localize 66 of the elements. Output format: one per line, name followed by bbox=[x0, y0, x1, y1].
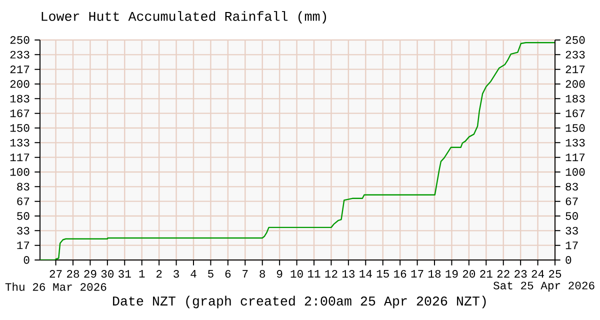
x-tick-label: 4 bbox=[190, 270, 196, 278]
y-tick-label: 200 bbox=[10, 80, 30, 88]
x-tick-label: 9 bbox=[276, 270, 282, 278]
x-tick-label: 20 bbox=[462, 270, 476, 278]
y-tick-label: 33 bbox=[17, 226, 30, 235]
y-tick-label: 183 bbox=[10, 94, 30, 103]
y-tick-label: 167 bbox=[10, 109, 30, 118]
x-tick-label: 24 bbox=[532, 270, 544, 278]
x-tick-label: 6 bbox=[225, 270, 231, 278]
text: Sat 25 Apr 2026 bbox=[493, 282, 594, 292]
y2-tick-label: 133 bbox=[566, 138, 585, 147]
y2-tick-label: 33 bbox=[566, 226, 578, 235]
x-tick-label: 18 bbox=[428, 270, 441, 278]
x-tick-label: 13 bbox=[342, 270, 355, 278]
y2-tick-label: 150 bbox=[566, 124, 585, 132]
x-tick-label: 8 bbox=[260, 270, 266, 278]
y-tick-label: 100 bbox=[10, 168, 30, 176]
x-tick-label: 16 bbox=[394, 270, 406, 278]
x-tick-label: 23 bbox=[514, 270, 527, 278]
x-tick-label: 28 bbox=[66, 270, 80, 278]
y-tick-label: 0 bbox=[24, 256, 30, 264]
y2-tick-label: 100 bbox=[566, 168, 585, 176]
y-tick-label: 67 bbox=[17, 197, 30, 206]
x-tick-label: 27 bbox=[50, 270, 62, 278]
y2-tick-label: 83 bbox=[566, 182, 578, 191]
chart-title: Lower Hutt Accumulated Rainfall (mm) bbox=[42, 11, 326, 24]
y2-tick-label: 167 bbox=[566, 109, 585, 118]
x-tick-label: 2 bbox=[156, 270, 162, 278]
y2-tick-label: 67 bbox=[566, 197, 578, 206]
x-tick-label: 30 bbox=[101, 270, 114, 278]
y2-tick-label: 200 bbox=[566, 80, 585, 88]
x-tick-label: 7 bbox=[242, 270, 248, 278]
y2-tick-label: 250 bbox=[566, 36, 585, 44]
x-tick-label: 12 bbox=[325, 270, 338, 278]
x-tick-label: 11 bbox=[308, 270, 320, 278]
y-tick-label: 117 bbox=[10, 154, 30, 162]
text: Thu 26 Mar 2026 bbox=[5, 282, 106, 291]
x-axis-title: Date NZT (graph created 2:00am 25 Apr 2026 NZT) bbox=[113, 296, 486, 308]
y2-tick-label: 17 bbox=[566, 242, 578, 250]
x-tick-label: 14 bbox=[360, 270, 372, 278]
x-tick-label: 29 bbox=[84, 270, 96, 278]
y2-tick-label: 50 bbox=[566, 212, 578, 220]
x-tick-label: 5 bbox=[208, 270, 214, 278]
y-tick-label: 83 bbox=[17, 182, 30, 191]
y2-tick-label: 183 bbox=[566, 94, 585, 103]
x-tick-label: 21 bbox=[480, 270, 492, 278]
x-tick-label: 10 bbox=[290, 270, 303, 278]
y2-tick-label: 117 bbox=[566, 154, 585, 162]
x-tick-label: 1 bbox=[139, 270, 145, 278]
x-tick-label: 31 bbox=[118, 270, 131, 278]
y-tick-label: 150 bbox=[10, 124, 30, 132]
y-tick-label: 217 bbox=[10, 66, 30, 74]
y-tick-label: 50 bbox=[17, 212, 30, 220]
x-tick-label: 17 bbox=[411, 270, 424, 278]
y2-tick-label: 0 bbox=[566, 256, 572, 264]
y-tick-label: 233 bbox=[10, 50, 30, 59]
x-tick-label: 3 bbox=[174, 270, 179, 278]
x-tick-label: 25 bbox=[548, 270, 562, 278]
y-tick-label: 250 bbox=[10, 36, 30, 44]
y2-tick-label: 217 bbox=[566, 66, 585, 74]
x-tick-label: 19 bbox=[446, 270, 458, 278]
y-tick-label: 17 bbox=[17, 242, 30, 250]
x-tick-label: 15 bbox=[376, 270, 389, 278]
x-tick-label: 22 bbox=[497, 270, 510, 278]
y-tick-label: 133 bbox=[10, 138, 30, 147]
y2-tick-label: 233 bbox=[566, 50, 585, 59]
